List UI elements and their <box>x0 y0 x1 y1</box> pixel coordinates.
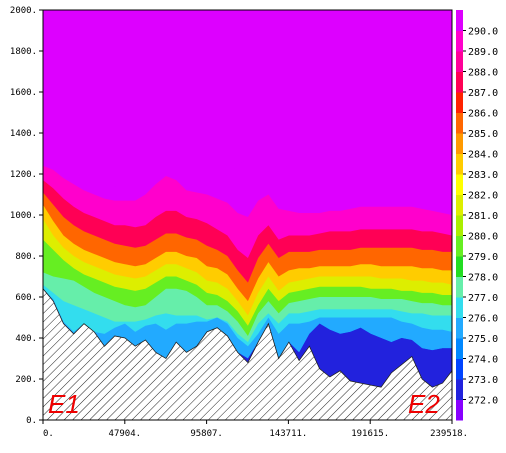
colorbar-swatch <box>456 51 463 72</box>
colorbar: 272.0 273.0 274.0 275.0 276.0 277.0 278.0 279.0… <box>456 10 498 421</box>
endpoint-label-right: E2 <box>408 389 440 419</box>
colorbar-swatch <box>456 194 463 216</box>
colorbar-swatch <box>456 153 463 175</box>
x-tick-label: 47904. <box>109 429 142 439</box>
colorbar-label: 285.0 <box>468 129 498 140</box>
colorbar-label: 284.0 <box>468 150 498 161</box>
x-tick-label: 0. <box>43 429 54 439</box>
colorbar-swatch <box>456 71 463 93</box>
y-tick-label: 2000. <box>10 6 37 16</box>
y-tick-label: 1600. <box>10 88 37 98</box>
terrain <box>43 288 452 420</box>
colorbar-swatch <box>456 92 463 113</box>
colorbar-swatch <box>456 215 463 236</box>
colorbar-swatch <box>456 358 463 380</box>
colorbar-label: 287.0 <box>468 88 498 99</box>
colorbar-label: 278.0 <box>468 273 498 284</box>
colorbar-label: 277.0 <box>468 293 498 304</box>
colorbar-swatch <box>456 133 463 154</box>
y-tick-label: 600. <box>15 293 37 303</box>
colorbar-label: 275.0 <box>468 334 498 345</box>
colorbar-swatch <box>456 235 463 257</box>
y-tick-label: 0. <box>26 416 37 426</box>
colorbar-label: 276.0 <box>468 314 498 325</box>
y-tick-label: 800. <box>15 252 37 262</box>
colorbar-swatch <box>456 379 463 400</box>
colorbar-label: 279.0 <box>468 252 498 263</box>
colorbar-swatch <box>456 317 463 339</box>
colorbar-label: 289.0 <box>468 47 498 58</box>
colorbar-label: 283.0 <box>468 170 498 181</box>
endpoint-label-left: E1 <box>48 389 80 419</box>
colorbar-label: 281.0 <box>468 211 498 222</box>
colorbar-swatch <box>456 276 463 298</box>
colorbar-label: 273.0 <box>468 375 498 386</box>
colorbar-label: 280.0 <box>468 232 498 243</box>
y-tick-label: 1000. <box>10 211 37 221</box>
x-tick-label: 95807. <box>190 429 223 439</box>
y-tick-label: 1800. <box>10 47 37 57</box>
colorbar-swatch <box>456 174 463 195</box>
colorbar-swatch <box>456 297 463 318</box>
y-tick-label: 1200. <box>10 170 37 180</box>
colorbar-label: 288.0 <box>468 68 498 79</box>
colorbar-label: 274.0 <box>468 355 498 366</box>
colorbar-swatch <box>456 10 463 31</box>
y-tick-label: 1400. <box>10 129 37 139</box>
x-tick-label: 239518. <box>430 429 468 439</box>
colorbar-label: 286.0 <box>468 109 498 120</box>
colorbar-swatch <box>456 399 463 421</box>
axis-ticks: 0. 47904. 95807. 143711. 191615. 239518. 0. 200… <box>10 6 468 439</box>
colorbar-swatch <box>456 112 463 134</box>
colorbar-swatch <box>456 338 463 359</box>
x-tick-label: 191615. <box>351 429 389 439</box>
y-tick-label: 400. <box>15 334 37 344</box>
x-tick-label: 143711. <box>269 429 307 439</box>
y-tick-label: 200. <box>15 375 37 385</box>
colorbar-swatch <box>456 256 463 277</box>
colorbar-label: 282.0 <box>468 191 498 202</box>
colorbar-label: 290.0 <box>468 27 498 38</box>
colorbar-swatch <box>456 30 463 52</box>
colorbar-label: 272.0 <box>468 396 498 407</box>
contour-layers <box>43 10 452 420</box>
